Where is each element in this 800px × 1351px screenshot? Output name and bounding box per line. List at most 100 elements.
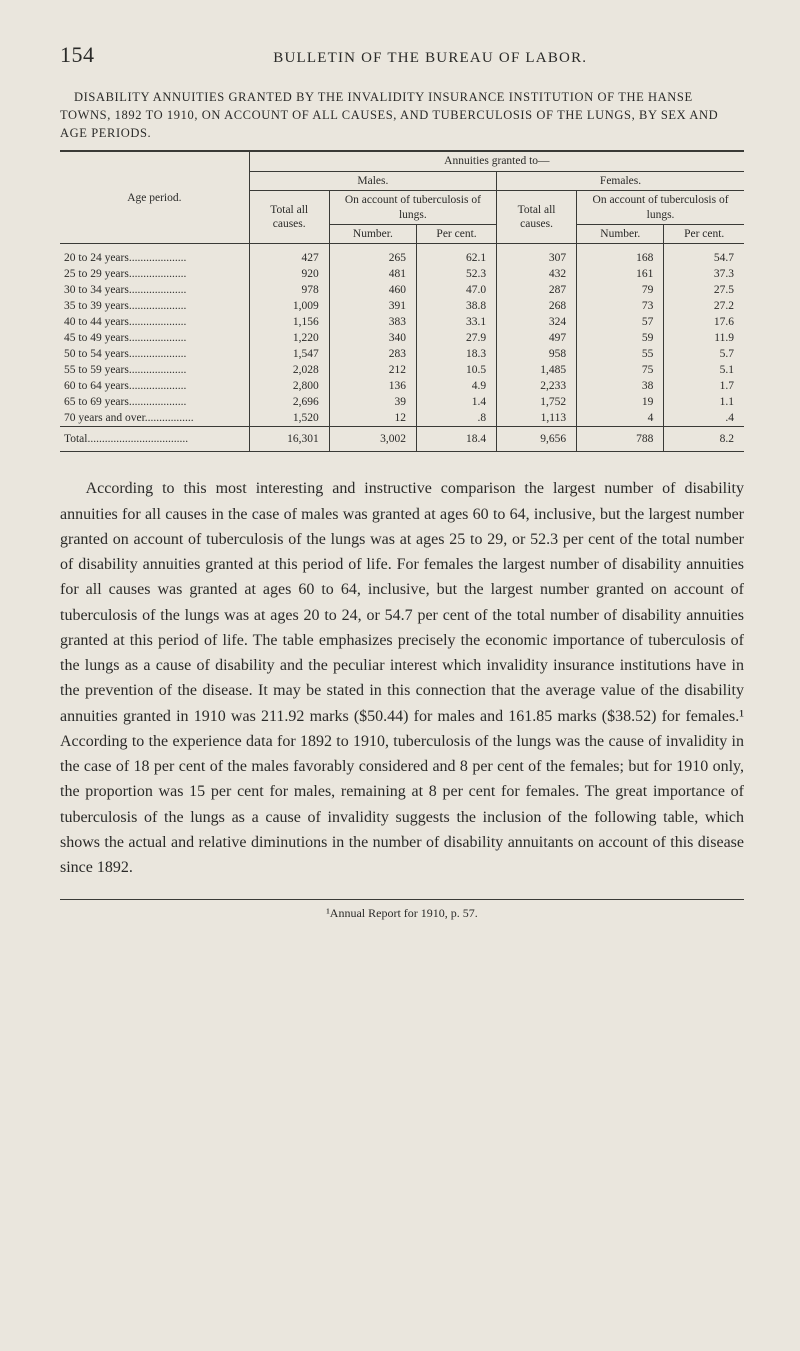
row-label: 35 to 39 years....................	[60, 298, 249, 314]
cell-m_num: 136	[329, 378, 416, 394]
cell-f_num: 73	[577, 298, 664, 314]
running-head-title: BULLETIN OF THE BUREAU OF LABOR.	[117, 50, 745, 67]
cell-f_total: 1,752	[497, 394, 577, 410]
cell-f_pct: 1.7	[664, 378, 744, 394]
row-label: 65 to 69 years....................	[60, 394, 249, 410]
row-label: 20 to 24 years....................	[60, 244, 249, 267]
cell-f_pct: 54.7	[664, 244, 744, 267]
total-m-num: 3,002	[329, 427, 416, 452]
row-label: 25 to 29 years....................	[60, 266, 249, 282]
row-label: 30 to 34 years....................	[60, 282, 249, 298]
table-total-row: Total...................................…	[60, 427, 744, 452]
annuities-table: Age period. Annuities granted to— Males.…	[60, 151, 744, 452]
cell-f_num: 57	[577, 314, 664, 330]
table-row: 25 to 29 years....................920481…	[60, 266, 744, 282]
cell-f_num: 161	[577, 266, 664, 282]
cell-m_total: 427	[249, 244, 329, 267]
total-m-total: 16,301	[249, 427, 329, 452]
row-label: 40 to 44 years....................	[60, 314, 249, 330]
cell-m_pct: 1.4	[417, 394, 497, 410]
cell-m_pct: 38.8	[417, 298, 497, 314]
cell-f_total: 1,485	[497, 362, 577, 378]
cell-f_total: 1,113	[497, 410, 577, 427]
footnote: ¹Annual Report for 1910, p. 57.	[60, 906, 744, 921]
total-f-num: 788	[577, 427, 664, 452]
col-females-percent: Per cent.	[664, 224, 744, 243]
cell-f_total: 307	[497, 244, 577, 267]
col-annuities-granted: Annuities granted to—	[249, 152, 744, 171]
cell-m_num: 12	[329, 410, 416, 427]
table-row: 60 to 64 years....................2,8001…	[60, 378, 744, 394]
cell-m_num: 39	[329, 394, 416, 410]
cell-m_pct: 27.9	[417, 330, 497, 346]
col-females-total: Total all causes.	[497, 191, 577, 244]
row-label: 50 to 54 years....................	[60, 346, 249, 362]
table-row: 45 to 49 years....................1,2203…	[60, 330, 744, 346]
total-label: Total...................................	[60, 427, 249, 452]
footnote-rule	[60, 899, 744, 900]
cell-m_num: 283	[329, 346, 416, 362]
cell-m_num: 391	[329, 298, 416, 314]
cell-f_pct: 1.1	[664, 394, 744, 410]
cell-m_pct: .8	[417, 410, 497, 427]
cell-m_pct: 4.9	[417, 378, 497, 394]
cell-f_pct: .4	[664, 410, 744, 427]
cell-m_num: 212	[329, 362, 416, 378]
col-age-period: Age period.	[60, 152, 249, 244]
cell-m_total: 2,028	[249, 362, 329, 378]
cell-m_total: 1,220	[249, 330, 329, 346]
cell-m_pct: 47.0	[417, 282, 497, 298]
running-head: 154 BULLETIN OF THE BUREAU OF LABOR.	[60, 42, 744, 68]
cell-f_num: 168	[577, 244, 664, 267]
col-males-number: Number.	[329, 224, 416, 243]
page-number: 154	[60, 42, 95, 68]
total-f-total: 9,656	[497, 427, 577, 452]
total-f-pct: 8.2	[664, 427, 744, 452]
cell-m_total: 2,696	[249, 394, 329, 410]
cell-m_pct: 62.1	[417, 244, 497, 267]
col-females: Females.	[497, 171, 744, 190]
cell-m_total: 1,009	[249, 298, 329, 314]
cell-f_total: 324	[497, 314, 577, 330]
cell-f_pct: 5.1	[664, 362, 744, 378]
cell-f_num: 55	[577, 346, 664, 362]
cell-m_total: 1,547	[249, 346, 329, 362]
col-males: Males.	[249, 171, 496, 190]
table-row: 55 to 59 years....................2,0282…	[60, 362, 744, 378]
cell-m_pct: 33.1	[417, 314, 497, 330]
col-females-number: Number.	[577, 224, 664, 243]
cell-m_pct: 10.5	[417, 362, 497, 378]
cell-m_total: 1,156	[249, 314, 329, 330]
cell-f_num: 38	[577, 378, 664, 394]
cell-f_num: 75	[577, 362, 664, 378]
cell-f_num: 4	[577, 410, 664, 427]
cell-f_pct: 11.9	[664, 330, 744, 346]
cell-f_total: 432	[497, 266, 577, 282]
cell-f_num: 19	[577, 394, 664, 410]
cell-f_pct: 27.2	[664, 298, 744, 314]
cell-m_total: 920	[249, 266, 329, 282]
cell-m_num: 460	[329, 282, 416, 298]
row-label: 70 years and over.................	[60, 410, 249, 427]
cell-f_pct: 17.6	[664, 314, 744, 330]
body-paragraph: According to this most interesting and i…	[60, 476, 744, 880]
total-m-pct: 18.4	[417, 427, 497, 452]
cell-f_total: 958	[497, 346, 577, 362]
cell-f_pct: 27.5	[664, 282, 744, 298]
cell-m_num: 340	[329, 330, 416, 346]
col-males-total: Total all causes.	[249, 191, 329, 244]
table-row: 70 years and over.................1,5201…	[60, 410, 744, 427]
table-row: 20 to 24 years....................427265…	[60, 244, 744, 267]
cell-m_num: 265	[329, 244, 416, 267]
cell-f_total: 268	[497, 298, 577, 314]
table-row: 35 to 39 years....................1,0093…	[60, 298, 744, 314]
table-caption: DISABILITY ANNUITIES GRANTED BY THE INVA…	[60, 88, 744, 142]
cell-m_total: 1,520	[249, 410, 329, 427]
table-row: 30 to 34 years....................978460…	[60, 282, 744, 298]
cell-f_pct: 5.7	[664, 346, 744, 362]
cell-m_total: 978	[249, 282, 329, 298]
cell-f_num: 79	[577, 282, 664, 298]
cell-m_pct: 52.3	[417, 266, 497, 282]
col-males-tb: On account of tuberculosis of lungs.	[329, 191, 496, 225]
cell-f_total: 497	[497, 330, 577, 346]
